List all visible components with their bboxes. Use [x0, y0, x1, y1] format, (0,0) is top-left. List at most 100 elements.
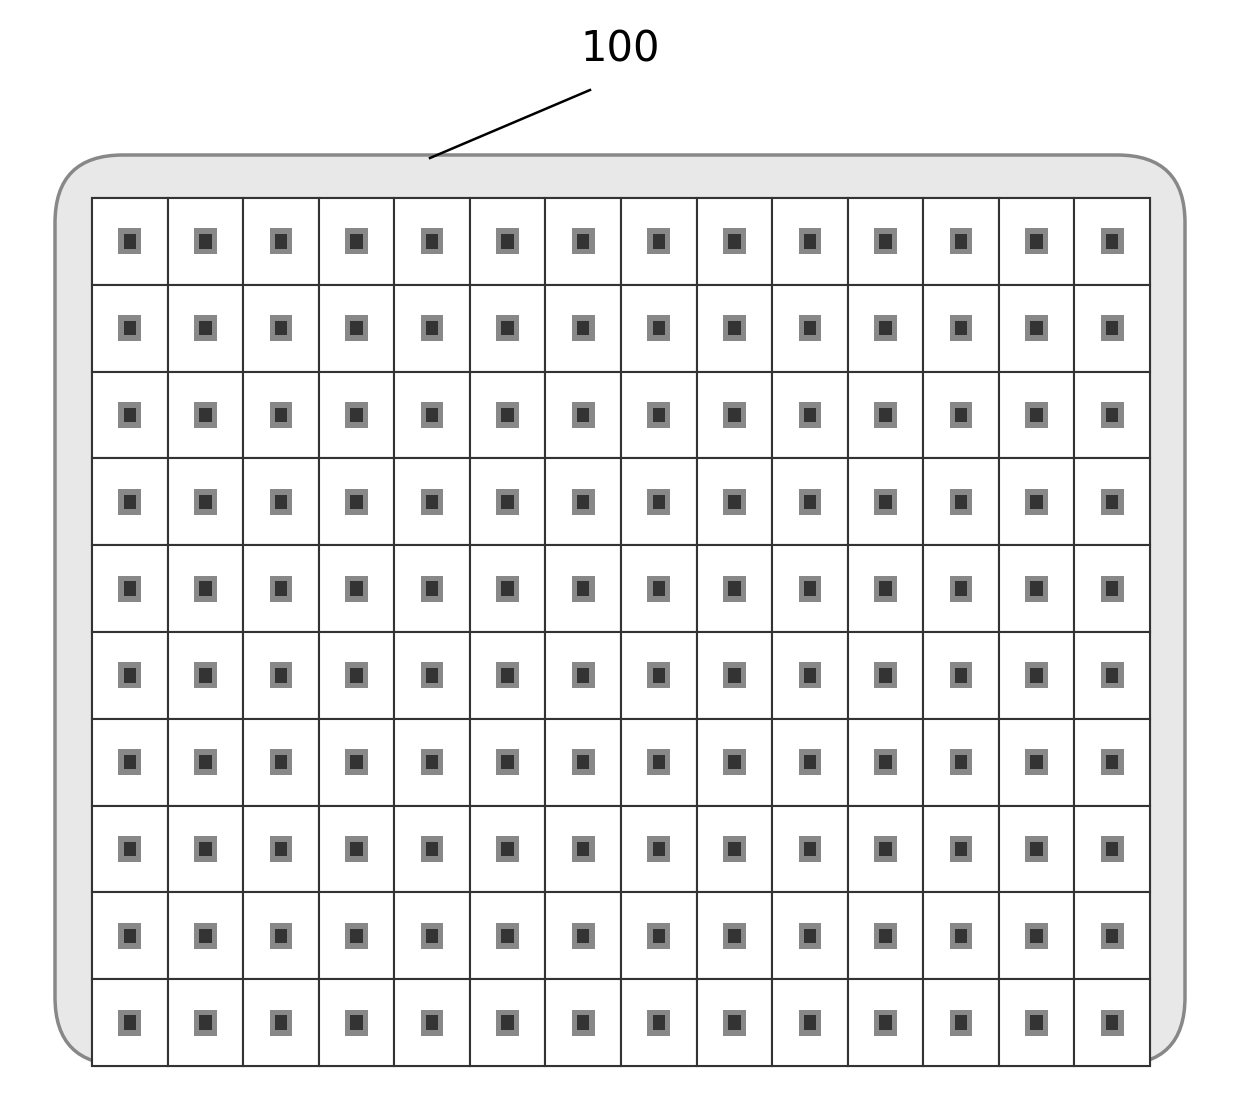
Bar — [200, 668, 212, 682]
Text: 100: 100 — [580, 29, 660, 71]
Bar — [350, 408, 363, 422]
Bar — [621, 371, 697, 459]
Bar — [697, 719, 773, 805]
Bar — [1030, 842, 1043, 857]
Bar — [269, 1010, 293, 1035]
Bar — [723, 923, 745, 949]
Bar — [345, 316, 368, 341]
Bar — [728, 929, 740, 943]
Bar — [425, 929, 438, 943]
Bar — [420, 402, 444, 428]
Bar — [723, 402, 745, 428]
Bar — [319, 979, 394, 1065]
Bar — [999, 371, 1074, 459]
Bar — [345, 229, 368, 254]
Bar — [955, 494, 967, 509]
Bar — [345, 749, 368, 775]
Bar — [950, 662, 972, 689]
Bar — [647, 402, 670, 428]
Bar — [621, 459, 697, 546]
Bar — [193, 316, 217, 341]
Bar — [496, 229, 520, 254]
Bar — [874, 402, 897, 428]
Bar — [193, 402, 217, 428]
Bar — [496, 575, 520, 602]
Bar — [1025, 489, 1048, 514]
Bar — [848, 546, 924, 632]
Bar — [652, 234, 665, 249]
Bar — [275, 581, 288, 595]
Bar — [652, 755, 665, 769]
Bar — [394, 459, 470, 546]
Bar — [501, 234, 513, 249]
Bar — [924, 632, 999, 719]
Bar — [773, 198, 848, 284]
Bar — [345, 662, 368, 689]
Bar — [1030, 755, 1043, 769]
Bar — [924, 546, 999, 632]
Bar — [848, 284, 924, 371]
Bar — [773, 719, 848, 805]
Bar — [269, 489, 293, 514]
Bar — [728, 408, 740, 422]
Bar — [950, 749, 972, 775]
Bar — [319, 632, 394, 719]
Bar — [804, 321, 816, 336]
Bar — [425, 581, 438, 595]
Bar — [848, 719, 924, 805]
Bar — [728, 1015, 740, 1030]
Bar — [1101, 923, 1123, 949]
Bar — [773, 284, 848, 371]
Bar — [269, 229, 293, 254]
Bar — [470, 632, 546, 719]
Bar — [577, 842, 589, 857]
Bar — [955, 668, 967, 682]
Bar — [1074, 198, 1149, 284]
Bar — [496, 316, 520, 341]
Bar — [319, 198, 394, 284]
Bar — [773, 892, 848, 979]
Bar — [193, 662, 217, 689]
Bar — [1074, 459, 1149, 546]
Bar — [572, 1010, 594, 1035]
Bar — [697, 371, 773, 459]
Bar — [546, 892, 621, 979]
Bar — [269, 316, 293, 341]
Bar — [119, 835, 141, 862]
Bar — [167, 546, 243, 632]
Bar — [200, 1015, 212, 1030]
Bar — [848, 459, 924, 546]
Bar — [394, 371, 470, 459]
Bar — [723, 229, 745, 254]
Bar — [804, 581, 816, 595]
Bar — [124, 494, 136, 509]
Bar — [999, 198, 1074, 284]
Bar — [394, 546, 470, 632]
Bar — [420, 749, 444, 775]
Bar — [167, 459, 243, 546]
Bar — [1074, 546, 1149, 632]
Bar — [200, 581, 212, 595]
Bar — [501, 929, 513, 943]
Bar — [621, 198, 697, 284]
Bar — [728, 494, 740, 509]
Bar — [950, 402, 972, 428]
Bar — [92, 979, 167, 1065]
Bar — [119, 1010, 141, 1035]
Bar — [879, 668, 892, 682]
Bar — [92, 284, 167, 371]
Bar — [496, 835, 520, 862]
Bar — [350, 755, 363, 769]
Bar — [92, 719, 167, 805]
Bar — [723, 575, 745, 602]
Bar — [243, 979, 319, 1065]
Bar — [425, 494, 438, 509]
Bar — [124, 668, 136, 682]
Bar — [874, 1010, 897, 1035]
Bar — [470, 719, 546, 805]
Bar — [1101, 835, 1123, 862]
Bar — [501, 581, 513, 595]
Bar — [879, 321, 892, 336]
Bar — [350, 494, 363, 509]
Bar — [243, 892, 319, 979]
